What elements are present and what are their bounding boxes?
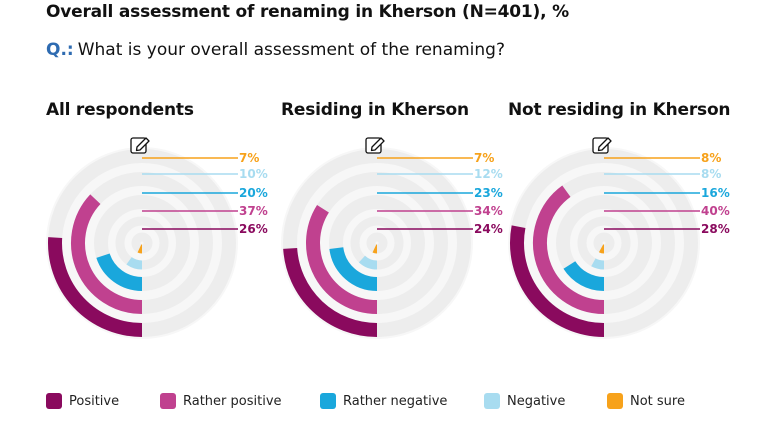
panel-residing-in-kherson: Residing in Kherson 7% 12% 23% 34% 24% [281,100,521,350]
bar-negative [126,256,143,270]
data-label-rather-positive: 40% [701,204,730,218]
data-label-negative: 12% [474,167,503,181]
data-label-not-sure: 7% [239,151,259,165]
legend-item-positive: Positive [46,393,160,409]
edit-icon [592,137,612,154]
data-label-rather-negative: 20% [239,186,268,200]
legend-label: Rather negative [343,393,448,409]
legend-item-rather-negative: Rather negative [320,393,484,409]
chart-body: 7% 12% 23% 34% 24% [281,137,503,339]
data-label-positive: 26% [239,222,268,236]
data-label-not-sure: 7% [474,151,494,165]
legend-item-rather-positive: Rather positive [160,393,320,409]
bar-rather-negative [563,260,605,291]
data-label-not-sure: 8% [701,151,721,165]
data-label-negative: 8% [701,167,721,181]
data-label-rather-positive: 34% [474,204,503,218]
chart-body: 7% 10% 20% 37% 26% [46,137,268,339]
panel-title: All respondents [46,100,194,120]
legend-swatch [607,393,623,409]
bar-not-sure [137,244,143,254]
data-label-positive: 28% [701,222,730,236]
edit-icon [130,137,150,154]
legend-item-negative: Negative [484,393,607,409]
data-label-positive: 24% [474,222,503,236]
legend-label: Negative [507,393,566,409]
legend-swatch [160,393,176,409]
legend-swatch [46,393,62,409]
bar-rather-positive [306,204,378,314]
legend-item-not-sure: Not sure [607,393,685,409]
edit-icon [365,137,385,154]
bar-rather-positive [533,185,605,314]
data-label-rather-negative: 16% [701,186,730,200]
question-label: Q.: [46,40,74,60]
radial-chart-all-respondents: 7% 10% 20% 37% 26% [46,137,268,339]
question: Q.: What is your overall assessment of th… [46,40,505,60]
legend: Positive Rather positive Rather negative… [46,391,685,411]
radial-chart-not-residing-in-kherson: 8% 8% 16% 40% 28% [508,137,730,339]
bar-rather-positive [71,194,143,314]
chart-title: Overall assessment of renaming in Kherso… [46,2,569,22]
data-label-negative: 10% [239,167,268,181]
data-label-rather-positive: 37% [239,204,268,218]
bar-positive [283,247,378,337]
panel-all-respondents: All respondents 7% 10% 20% 37% 26% [46,100,286,350]
bar-rather-negative [329,246,378,291]
bar-negative [591,258,605,270]
bar-positive [48,237,143,337]
legend-label: Positive [69,393,120,409]
panel-title: Not residing in Kherson [508,100,731,120]
bar-positive [510,225,605,337]
bar-not-sure [598,244,605,254]
legend-label: Not sure [630,393,685,409]
legend-swatch [320,393,336,409]
panel-not-residing-in-kherson: Not residing in Kherson 8% 8% 16% 40% 28% [508,100,748,350]
chart-body: 8% 8% 16% 40% 28% [508,137,730,339]
legend-swatch [484,393,500,409]
data-label-rather-negative: 23% [474,186,503,200]
question-text: What is your overall assessment of the r… [77,40,505,60]
panel-title: Residing in Kherson [281,100,469,120]
legend-label: Rather positive [183,393,282,409]
bar-not-sure [372,244,378,254]
radial-chart-residing-in-kherson: 7% 12% 23% 34% 24% [281,137,503,339]
bar-rather-negative [96,253,143,291]
bar-negative [358,255,378,270]
